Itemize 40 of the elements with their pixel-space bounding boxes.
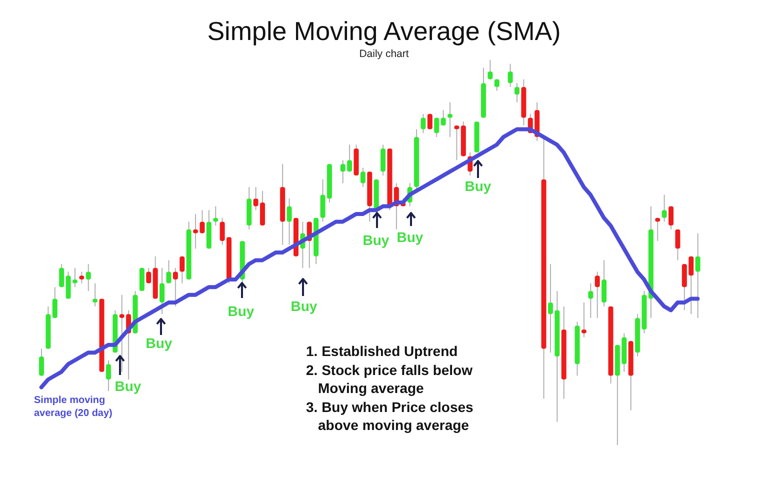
annotation: Buy bbox=[464, 178, 492, 194]
annotation: Buy bbox=[290, 298, 318, 314]
candlestick bbox=[106, 360, 111, 392]
chart-subtitle: Daily chart bbox=[358, 48, 410, 60]
candlestick bbox=[160, 267, 165, 315]
candlestick bbox=[52, 286, 58, 318]
candlestick bbox=[166, 260, 172, 284]
candlestick bbox=[594, 271, 600, 318]
annotation: Buy bbox=[144, 335, 174, 351]
candlestick bbox=[440, 110, 446, 126]
candlestick bbox=[602, 260, 607, 307]
annotation: Buy bbox=[362, 232, 390, 248]
candlestick bbox=[380, 144, 386, 176]
candlestick bbox=[360, 167, 366, 188]
candlestick bbox=[146, 267, 152, 284]
candlestick bbox=[86, 264, 91, 292]
annotation: Buy bbox=[226, 303, 256, 319]
annotation: 1. Established Uptrend bbox=[306, 342, 459, 360]
candlestick bbox=[508, 63, 513, 88]
candlestick bbox=[420, 113, 426, 134]
annotation: 2. Stock price falls below Moving average bbox=[306, 361, 474, 397]
candlestick bbox=[427, 113, 432, 130]
candlestick bbox=[286, 198, 292, 246]
candlestick bbox=[588, 282, 594, 318]
candlestick bbox=[695, 232, 700, 318]
candlestick bbox=[488, 60, 493, 80]
candlestick bbox=[662, 194, 667, 222]
chart-title: Simple Moving Average (SMA) bbox=[206, 16, 562, 47]
candlestick bbox=[514, 82, 520, 103]
candlestick bbox=[180, 256, 185, 284]
candlestick bbox=[668, 206, 674, 230]
series-label: Simple moving average (20 day) bbox=[34, 394, 114, 420]
annotation: Buy bbox=[396, 229, 424, 245]
candlestick bbox=[59, 264, 64, 288]
candlestick bbox=[675, 228, 680, 261]
candlestick bbox=[39, 348, 44, 376]
annotation: Buy bbox=[114, 378, 142, 394]
annotation: 3. Buy when Price closes above moving average bbox=[306, 398, 474, 434]
candlestick bbox=[434, 117, 440, 138]
candlestick bbox=[172, 267, 178, 307]
